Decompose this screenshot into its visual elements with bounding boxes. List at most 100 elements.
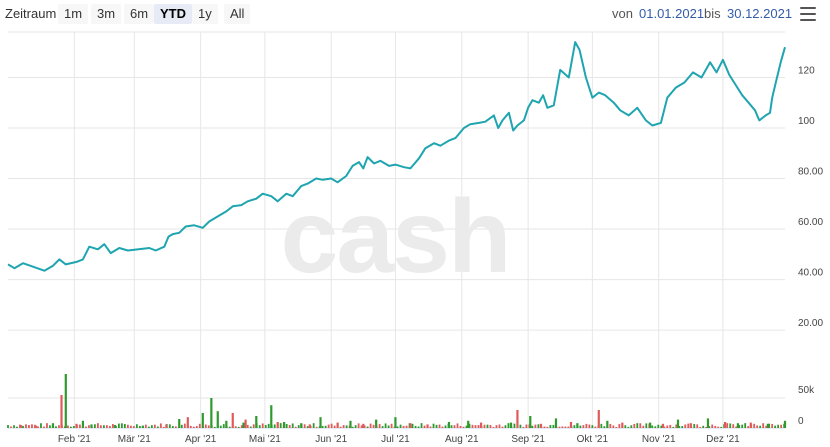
zoom-button-6m[interactable]: 6m xyxy=(124,4,155,24)
volume-bar-up xyxy=(51,423,55,428)
volume-bar xyxy=(360,425,363,428)
volume-bar xyxy=(399,424,402,428)
volume-bar xyxy=(153,424,156,428)
volume-bar xyxy=(753,423,756,428)
volume-bar xyxy=(357,423,360,428)
volume-bar xyxy=(729,423,732,428)
volume-bar xyxy=(156,426,159,428)
volume-bar-up xyxy=(676,419,680,428)
volume-bar-up xyxy=(64,374,67,428)
hamburger-menu-icon[interactable] xyxy=(800,7,816,21)
volume-bar xyxy=(672,426,675,428)
volume-bar xyxy=(273,424,276,428)
volume-bar xyxy=(558,426,561,428)
volume-bar xyxy=(618,424,621,428)
volume-bar xyxy=(456,423,459,428)
from-date-input[interactable]: 01.01.2021 xyxy=(639,6,705,21)
volume-bar xyxy=(645,423,648,428)
price-line[interactable] xyxy=(7,41,786,272)
to-label: bis xyxy=(704,6,721,21)
volume-bar xyxy=(486,424,489,428)
volume-bar xyxy=(174,426,177,428)
volume-bar xyxy=(561,426,564,428)
time-tick-label: Mai '21 xyxy=(249,434,281,445)
volume-bar-up xyxy=(81,420,85,428)
volume-bar xyxy=(660,425,663,428)
volume-bar xyxy=(213,426,216,428)
volume-bar xyxy=(732,424,735,428)
volume-bar-up xyxy=(375,419,378,428)
volume-bar-up xyxy=(529,416,532,428)
volume-bar xyxy=(363,425,366,428)
volume-bar xyxy=(111,424,114,428)
volume-bar-up xyxy=(270,405,273,428)
zoom-button-1m[interactable]: 1m xyxy=(58,4,89,24)
zoom-button-3m[interactable]: 3m xyxy=(91,4,122,24)
price-axis-ticks: 20.00 40.00 60.00 80.00 100 120 50k 0 xyxy=(798,65,823,427)
volume-bar-down xyxy=(661,423,665,428)
volume-bar xyxy=(252,424,255,428)
volume-bar-down xyxy=(539,423,543,428)
to-date-input[interactable]: 30.12.2021 xyxy=(727,6,793,21)
volume-bar xyxy=(444,425,447,428)
volume-bar xyxy=(411,423,414,428)
time-tick-label: Jul '21 xyxy=(381,434,410,445)
volume-bar xyxy=(582,425,585,428)
time-tick-label: Feb '21 xyxy=(58,434,91,445)
zoom-button-1y[interactable]: 1y xyxy=(192,4,218,24)
volume-bar xyxy=(387,425,390,428)
volume-bar xyxy=(474,425,477,428)
volume-bar xyxy=(120,423,123,428)
zoom-button-all[interactable]: All xyxy=(224,4,251,24)
volume-bar xyxy=(654,426,657,428)
volume-bar xyxy=(55,426,57,428)
volume-bar xyxy=(126,424,129,428)
range-selector-toolbar: Zeitraum 1m 3m 6m YTD 1y All von 01.01.2… xyxy=(0,0,830,30)
volume-bar-up xyxy=(141,425,144,428)
volume-bar-up xyxy=(736,423,740,428)
time-tick-label: Sep '21 xyxy=(511,434,545,445)
volume-tick-label: 50k xyxy=(798,385,815,396)
volume-bar-down xyxy=(231,413,234,428)
volume-bar xyxy=(438,424,441,428)
price-tick-label: 60.00 xyxy=(798,217,823,228)
zoom-label: Zeitraum xyxy=(5,6,57,21)
volume-bar xyxy=(702,425,705,428)
volume-bar xyxy=(651,425,654,428)
volume-bar xyxy=(714,425,717,428)
volume-bar xyxy=(624,425,627,428)
volume-bar xyxy=(49,425,51,428)
volume-bar xyxy=(123,424,126,428)
volume-bar xyxy=(396,426,399,428)
volume-bar xyxy=(183,423,186,428)
volume-bar xyxy=(588,424,591,428)
volume-bar xyxy=(522,426,525,428)
volume-bar xyxy=(462,426,465,428)
volume-bar-down xyxy=(60,395,63,428)
time-tick-label: Nov '21 xyxy=(642,434,676,445)
volume-bar xyxy=(222,424,225,428)
volume-bar xyxy=(342,425,345,428)
volume-bar xyxy=(378,424,381,428)
volume-bar-down xyxy=(34,425,37,428)
volume-bar-up xyxy=(467,420,470,428)
price-tick-label: 20.00 xyxy=(798,318,823,329)
volume-bar xyxy=(294,426,297,428)
volume-bar-down xyxy=(597,410,600,428)
volume-bar xyxy=(684,424,687,428)
time-tick-label: Okt '21 xyxy=(577,434,609,445)
zoom-button-ytd[interactable]: YTD xyxy=(154,4,192,24)
volume-bar xyxy=(321,426,324,428)
volume-bar-down xyxy=(19,425,22,428)
volume-bar-up xyxy=(447,422,451,428)
volume-bar xyxy=(552,424,555,428)
volume-bar-down xyxy=(569,422,573,428)
price-tick-label: 100 xyxy=(798,116,815,127)
volume-bar xyxy=(483,424,486,428)
volume-bar xyxy=(465,425,468,428)
volume-bar-down xyxy=(308,424,311,428)
volume-bar xyxy=(780,424,783,428)
volume-bar-up xyxy=(210,398,213,428)
volume-bar xyxy=(46,423,48,428)
volume-bar xyxy=(354,425,357,428)
